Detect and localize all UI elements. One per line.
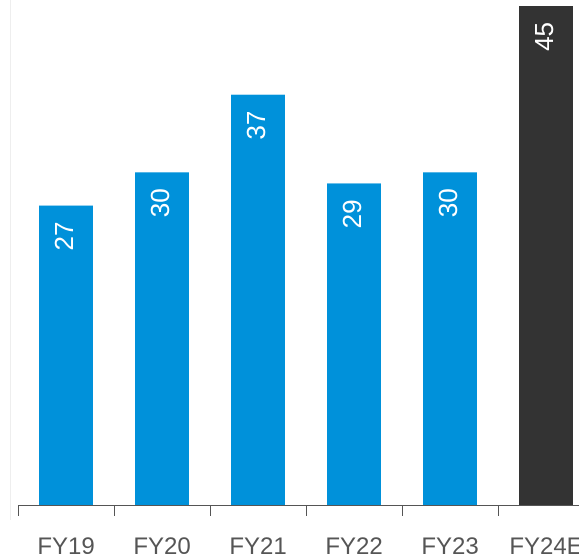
- value-label: 37: [241, 111, 271, 140]
- x-tick-label: FY19: [37, 533, 94, 559]
- bar: [231, 94, 285, 505]
- x-tick-label: FY22: [325, 533, 382, 559]
- value-label: 27: [49, 222, 79, 251]
- x-tick-label: FY24E: [509, 533, 579, 559]
- bar: [135, 172, 189, 506]
- x-tick-label: FY21: [229, 533, 286, 559]
- value-label: 29: [337, 199, 367, 228]
- x-tick-label: FY23: [421, 533, 478, 559]
- bar: [39, 205, 93, 505]
- bar: [327, 183, 381, 505]
- value-label: 30: [433, 188, 463, 217]
- value-label: 30: [145, 188, 175, 217]
- value-label: 45: [529, 22, 559, 51]
- x-tick-label: FY20: [133, 533, 190, 559]
- bar: [519, 6, 573, 505]
- bar: [423, 172, 477, 506]
